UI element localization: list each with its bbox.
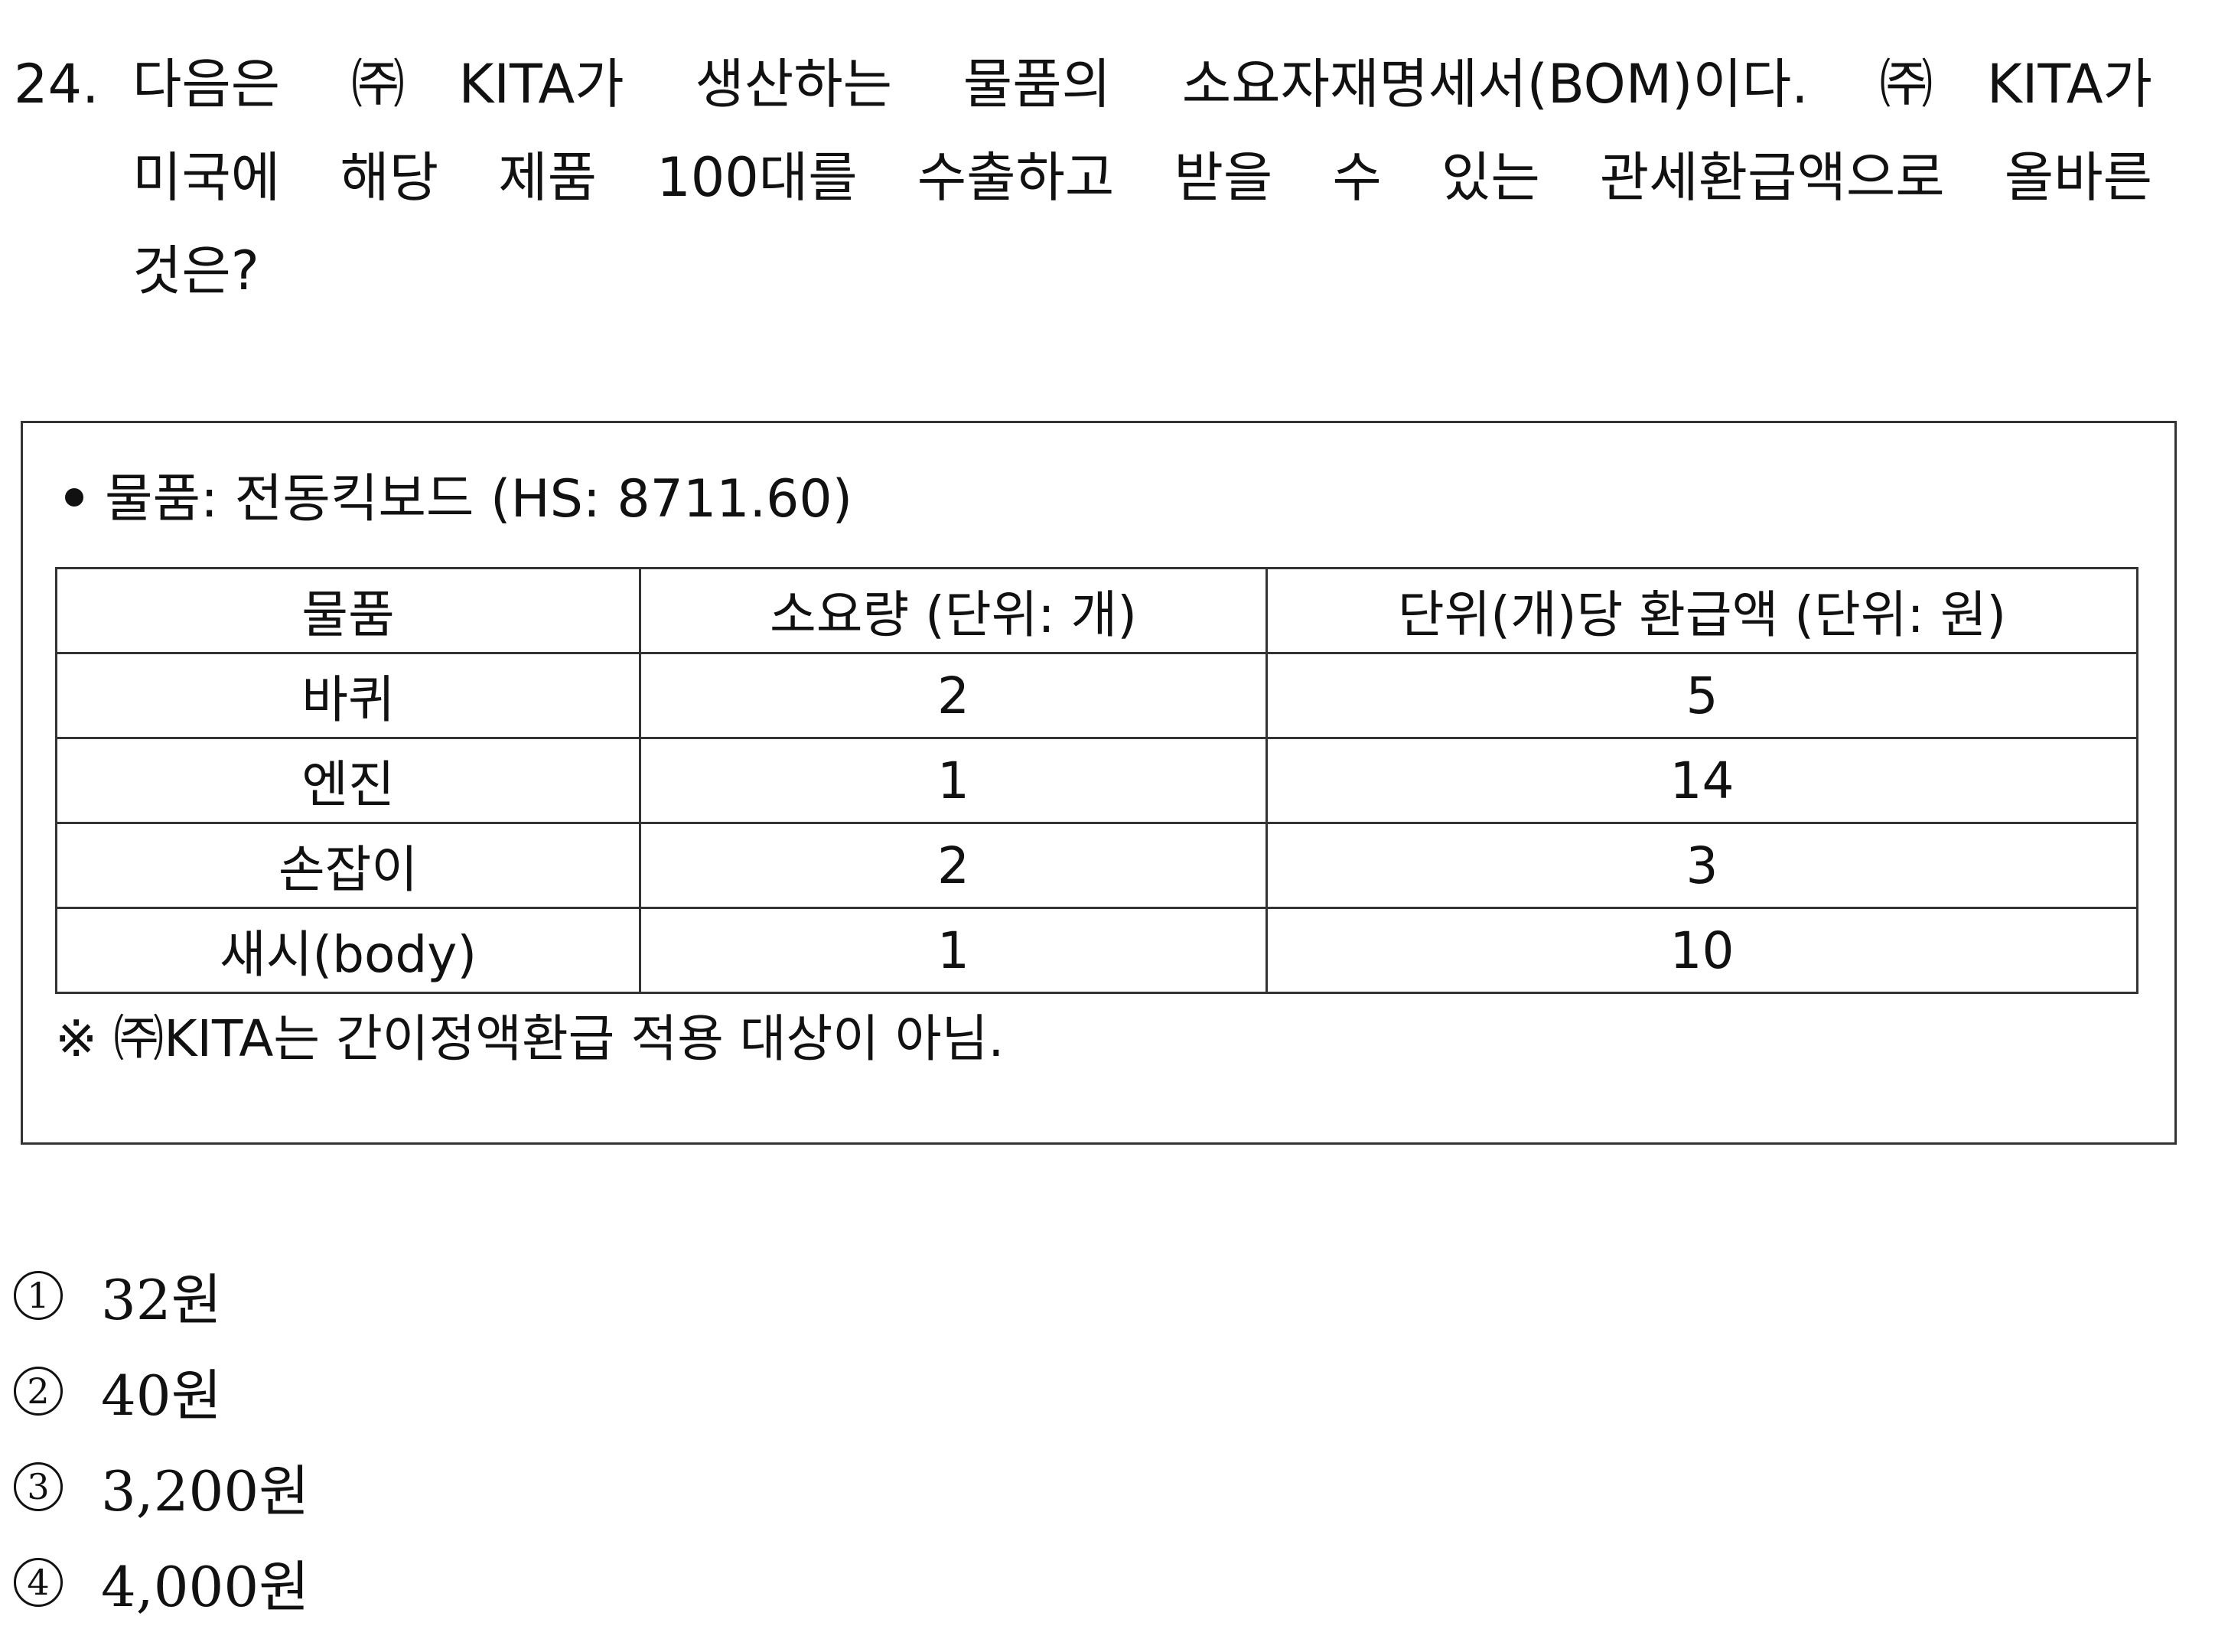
cell-quantity: 1 [639,907,1268,994]
table-row: 손잡이 2 3 [55,822,2138,909]
header-refund: 단위(개)당 환급액 (단위: 원) [1265,567,2138,654]
cell-quantity: 2 [639,652,1268,739]
choice-number-icon: 1 [14,1270,63,1320]
bom-table: 물품 소요량 (단위: 개) 단위(개)당 환급액 (단위: 원) 바퀴 2 5… [55,567,2138,994]
header-item: 물품 [55,567,641,654]
header-quantity: 소요량 (단위: 개) [639,567,1268,654]
choice-text: 4,000원 [101,1555,310,1619]
bullet-icon [65,488,83,507]
choice-2[interactable]: 2 40원 [14,1343,309,1439]
note: ※ ㈜KITA는 간이정액환급 적용 대상이 아님. [55,1009,1005,1068]
cell-refund: 14 [1265,737,2138,824]
question-text-line-2: 미국에 해당 제품 100대를 수출하고 받을 수 있는 관세환급액으로 올바른 [132,146,2152,209]
question-text-line-3: 것은? [132,239,259,302]
choice-text: 32원 [101,1268,222,1332]
bom-info-box: 물품: 전동킥보드 (HS: 8711.60) 물품 소요량 (단위: 개) 단… [21,421,2177,1145]
choice-number-icon: 4 [14,1557,63,1607]
cell-item: 새시(body) [55,907,641,994]
choice-text: 3,200원 [101,1459,310,1523]
cell-quantity: 1 [639,737,1268,824]
choice-4[interactable]: 4 4,000원 [14,1534,309,1630]
cell-item: 엔진 [55,737,641,824]
cell-refund: 5 [1265,652,2138,739]
cell-refund: 10 [1265,907,2138,994]
choice-number-icon: 3 [14,1461,63,1511]
choice-3[interactable]: 3 3,200원 [14,1439,309,1534]
table-header-row: 물품 소요량 (단위: 개) 단위(개)당 환급액 (단위: 원) [55,567,2138,654]
question-text-line-1: 다음은 ㈜KITA가 생산하는 물품의 소요자재명세서(BOM)이다. ㈜KIT… [132,53,2152,116]
choice-number-icon: 2 [14,1366,63,1416]
item-label: 물품: 전동킥보드 (HS: 8711.60) [105,469,853,529]
table-row: 새시(body) 1 10 [55,907,2138,994]
cell-refund: 3 [1265,822,2138,909]
choice-text: 40원 [101,1364,222,1428]
table-row: 엔진 1 14 [55,737,2138,824]
choice-1[interactable]: 1 32원 [14,1247,309,1343]
table-row: 바퀴 2 5 [55,652,2138,739]
cell-item: 바퀴 [55,652,641,739]
item-line: 물품: 전동킥보드 (HS: 8711.60) [65,458,852,542]
cell-item: 손잡이 [55,822,641,909]
answer-choices: 1 32원 2 40원 3 3,200원 4 4,000원 [14,1247,309,1630]
cell-quantity: 2 [639,822,1268,909]
question-number: 24. [14,53,99,116]
